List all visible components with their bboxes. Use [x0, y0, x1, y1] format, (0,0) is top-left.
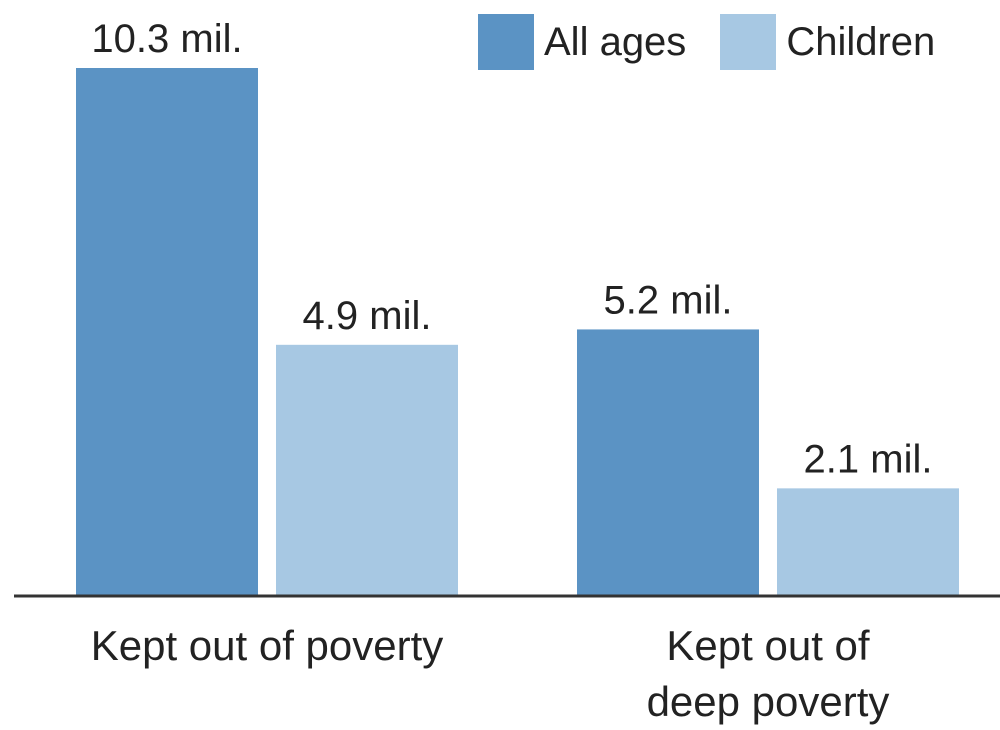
bar-children-1 — [276, 344, 458, 596]
data-label-all-ages-1: 10.3 mil. — [91, 17, 242, 61]
legend-swatch-children — [720, 14, 777, 70]
legend-label-children: Children — [786, 19, 936, 64]
chart-legend: All ages Children — [478, 14, 935, 70]
data-label-all-ages-2: 5.2 mil. — [604, 278, 733, 322]
bar-all-ages-1 — [76, 68, 258, 596]
category-label-2-line-1: Kept out of — [666, 622, 869, 669]
category-label-1-line-1: Kept out of poverty — [91, 622, 444, 669]
legend-item-children: Children — [720, 14, 935, 70]
legend-item-all-ages: All ages — [478, 14, 686, 70]
category-label-2-line-2: deep poverty — [647, 678, 890, 725]
legend-label-all-ages: All ages — [544, 19, 687, 64]
data-label-children-2: 2.1 mil. — [804, 437, 933, 481]
bar-all-ages-2 — [577, 329, 759, 596]
bar-children-2 — [777, 488, 959, 596]
data-label-children-1: 4.9 mil. — [303, 294, 432, 338]
legend-swatch-all-ages — [478, 14, 534, 70]
